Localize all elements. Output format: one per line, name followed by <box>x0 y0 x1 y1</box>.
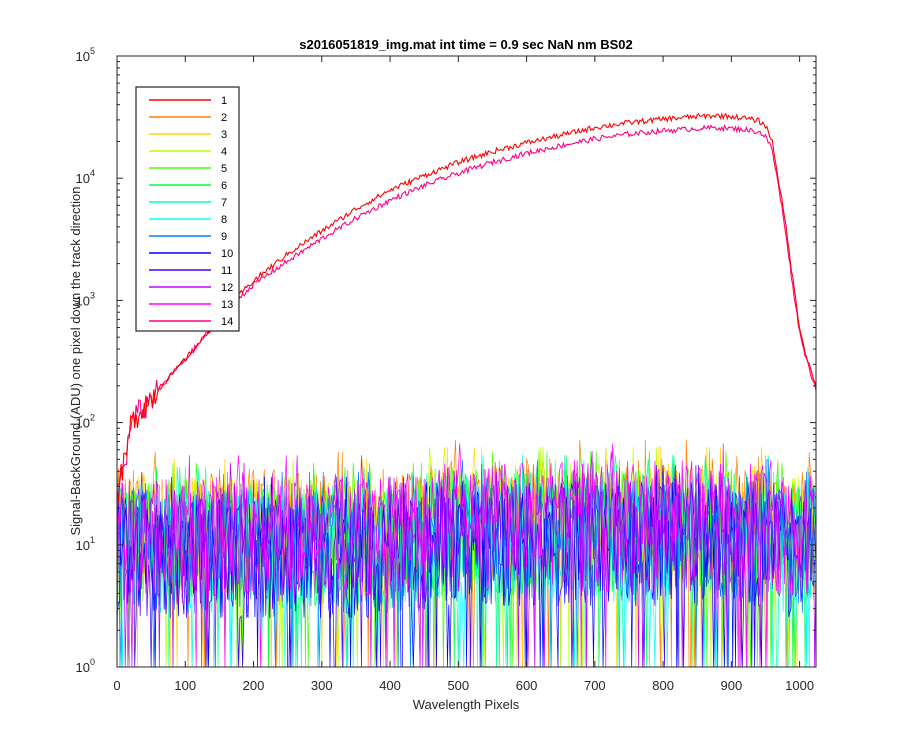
x-tick-label: 0 <box>113 678 120 693</box>
y-tick-label: 105 <box>76 46 95 64</box>
series-line-13 <box>117 443 816 667</box>
legend-label-13: 13 <box>221 299 233 311</box>
series-line-11 <box>117 464 816 667</box>
x-tick-label: 500 <box>447 678 469 693</box>
legend-label-10: 10 <box>221 248 233 260</box>
legend-label-3: 3 <box>221 129 227 141</box>
series-layer <box>117 112 816 667</box>
y-tick-label: 101 <box>76 535 95 553</box>
x-tick-label: 600 <box>516 678 538 693</box>
legend-label-12: 12 <box>221 282 233 294</box>
legend-label-8: 8 <box>221 214 227 226</box>
legend-label-6: 6 <box>221 180 227 192</box>
plot-frame <box>116 55 817 668</box>
legend-label-14: 14 <box>221 316 233 328</box>
y-tick-label: 103 <box>76 290 95 308</box>
x-axis: 0 100 200 300 400 500 600 700 800 900 1000 <box>113 56 814 693</box>
x-tick-label: 800 <box>652 678 674 693</box>
chart-title: s2016051819_img.mat int time = 0.9 sec N… <box>299 37 633 52</box>
legend-label-7: 7 <box>221 197 227 209</box>
y-axis-label: Signal-BackGround (ADU) one pixel down t… <box>68 186 83 535</box>
x-tick-label: 300 <box>311 678 333 693</box>
legend-label-5: 5 <box>221 163 227 175</box>
legend-label-9: 9 <box>221 231 227 243</box>
x-tick-label: 900 <box>721 678 743 693</box>
legend-label-1: 1 <box>221 95 227 107</box>
legend-label-11: 11 <box>221 265 232 277</box>
legend-label-4: 4 <box>221 146 227 158</box>
legend-label-2: 2 <box>221 112 227 124</box>
x-tick-label: 700 <box>584 678 606 693</box>
x-axis-label: Wavelength Pixels <box>413 697 520 712</box>
x-tick-label: 400 <box>379 678 401 693</box>
x-tick-label: 1000 <box>785 678 814 693</box>
x-tick-label: 200 <box>243 678 265 693</box>
y-tick-label: 104 <box>76 168 95 186</box>
y-tick-label: 102 <box>76 413 95 431</box>
legend-box <box>135 86 240 332</box>
y-tick-label: 100 <box>76 657 95 675</box>
x-tick-label: 100 <box>174 678 196 693</box>
